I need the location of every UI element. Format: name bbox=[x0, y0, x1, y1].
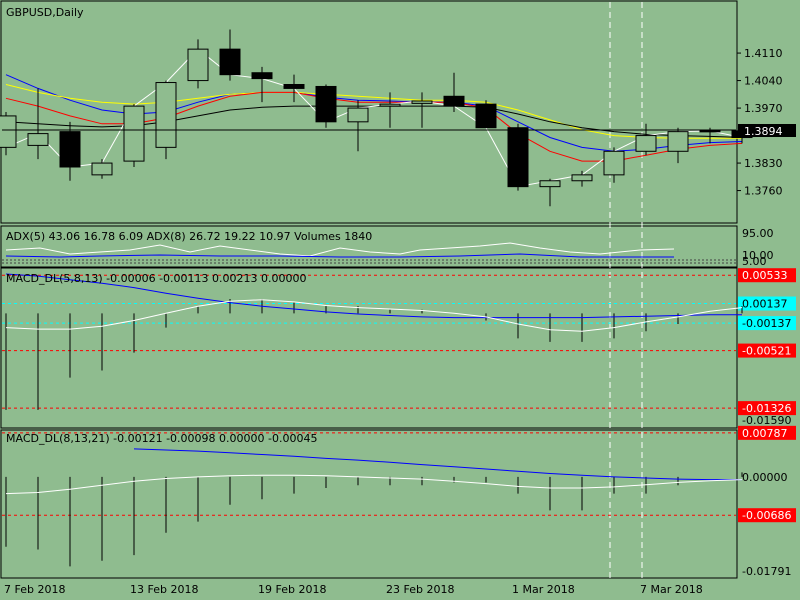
bull-candle-body bbox=[91, 162, 113, 176]
bull-candle-body bbox=[347, 107, 369, 123]
macd-slow-tick-min: -0.01791 bbox=[742, 565, 791, 578]
macd-level-box bbox=[738, 316, 796, 331]
x-label-1: 7 Feb 2018 bbox=[4, 583, 65, 596]
adx-tick-10: 10.00 bbox=[742, 249, 774, 262]
ma-line-1 bbox=[5, 84, 742, 139]
macd-level-box bbox=[738, 508, 796, 523]
candle bbox=[379, 92, 401, 128]
current-price-label: 1.3894 bbox=[744, 125, 783, 138]
adx-tick-5: 5.00 bbox=[742, 255, 767, 268]
candle bbox=[347, 100, 369, 152]
candle bbox=[283, 74, 305, 103]
macd-level-label: 0.00787 bbox=[742, 427, 788, 440]
x-label-2: 13 Feb 2018 bbox=[130, 583, 198, 596]
price-tick-label: 1.3970 bbox=[744, 102, 783, 115]
macd-slow-panel[interactable] bbox=[0, 429, 738, 579]
macd-level-box bbox=[738, 425, 796, 440]
bear-candle-body bbox=[219, 48, 241, 76]
bull-candle-body bbox=[603, 150, 625, 176]
bear-candle-body bbox=[315, 85, 337, 123]
price-tick-label: 1.3760 bbox=[744, 185, 783, 198]
macd-fast-title: MACD_DL(5,8,13) -0.00006 -0.00113 0.0021… bbox=[6, 272, 307, 285]
macd-level-label: 0.00137 bbox=[742, 298, 788, 311]
candle bbox=[603, 147, 625, 183]
bull-candle-body bbox=[411, 100, 433, 104]
price-tick-label: 1.3830 bbox=[744, 157, 783, 170]
candle bbox=[155, 80, 177, 160]
bear-candle-body bbox=[251, 72, 273, 80]
adx-lines bbox=[2, 242, 736, 264]
macd-fast-tick-min: -0.01590 bbox=[742, 414, 791, 427]
candle bbox=[219, 29, 241, 81]
macd-osc-line bbox=[5, 299, 743, 332]
bear-candle-body bbox=[507, 127, 529, 188]
bull-candle-body bbox=[27, 133, 49, 146]
bull-candle-body bbox=[379, 103, 401, 107]
bull-candle-body bbox=[635, 135, 657, 152]
candle bbox=[411, 92, 433, 128]
candle bbox=[59, 121, 81, 181]
adx-white-line bbox=[5, 242, 675, 257]
macd-slow-series: 0.00787 -0.00686 bbox=[2, 425, 796, 567]
macd-signal-line bbox=[5, 273, 742, 319]
macd-level-label: -0.01326 bbox=[742, 402, 791, 415]
candle bbox=[475, 100, 497, 129]
adx-title: ADX(5) 43.06 16.78 6.09 ADX(8) 26.72 19.… bbox=[6, 230, 372, 243]
macd-level-box bbox=[738, 268, 796, 283]
bull-candle-body bbox=[699, 130, 721, 133]
candle bbox=[251, 66, 273, 103]
macd-level-box bbox=[738, 401, 796, 416]
candle bbox=[443, 72, 465, 112]
macd-level-label: 0.00533 bbox=[742, 269, 788, 282]
price-tick-label: 1.4040 bbox=[744, 75, 783, 88]
adx-blue-line bbox=[5, 253, 674, 258]
bear-candle-body bbox=[59, 131, 81, 168]
candle bbox=[123, 104, 145, 167]
price-tick-label: 1.4110 bbox=[744, 47, 783, 60]
x-label-3: 19 Feb 2018 bbox=[258, 583, 326, 596]
candle bbox=[27, 88, 49, 160]
adx-tick-95: 95.00 bbox=[742, 227, 774, 240]
chart-title: GBPUSD,Daily bbox=[6, 6, 84, 19]
candle bbox=[667, 127, 689, 164]
macd-signal-line bbox=[133, 448, 742, 481]
x-label-4: 23 Feb 2018 bbox=[386, 583, 454, 596]
bull-candle-body bbox=[667, 131, 689, 152]
bear-candle-body bbox=[443, 95, 465, 107]
candle bbox=[571, 170, 593, 187]
bull-candle-body bbox=[123, 105, 145, 162]
macd-slow-title: MACD_DL(8,13,21) -0.00121 -0.00098 0.000… bbox=[6, 432, 318, 445]
macd-level-label: -0.00137 bbox=[742, 317, 791, 330]
candle bbox=[507, 123, 529, 191]
macd-level-label: -0.00686 bbox=[742, 509, 791, 522]
bull-candle-body bbox=[571, 174, 593, 182]
candlesticks bbox=[0, 29, 753, 207]
candle bbox=[187, 39, 209, 89]
bear-candle-body bbox=[283, 84, 305, 89]
macd-level-box bbox=[738, 296, 796, 311]
macd-osc-line bbox=[5, 474, 743, 495]
bull-candle-body bbox=[155, 82, 177, 148]
bear-candle-body bbox=[475, 103, 497, 129]
price-axis-ticks: 1.4110 1.4040 1.3970 1.3830 1.3760 bbox=[737, 47, 783, 198]
macd-level-box bbox=[738, 343, 796, 358]
main-price-panel[interactable] bbox=[0, 0, 738, 224]
x-label-6: 7 Mar 2018 bbox=[640, 583, 703, 596]
current-price-box bbox=[738, 124, 796, 137]
bull-candle-body bbox=[0, 115, 17, 148]
macd-slow-tick-zero: 0.00000 bbox=[742, 471, 788, 484]
candle bbox=[315, 84, 337, 128]
macd-fast-series: 0.00533 0.00137 -0.00137 -0.00521 -0.01326 bbox=[2, 268, 796, 416]
macd-level-label: -0.00521 bbox=[742, 345, 791, 358]
candle bbox=[539, 178, 561, 207]
bull-candle-body bbox=[187, 48, 209, 82]
bull-candle-body bbox=[539, 180, 561, 188]
macd-fast-panel[interactable] bbox=[0, 267, 738, 429]
candle bbox=[91, 159, 113, 179]
candle bbox=[635, 123, 657, 156]
x-label-5: 1 Mar 2018 bbox=[512, 583, 575, 596]
candle bbox=[0, 112, 17, 156]
